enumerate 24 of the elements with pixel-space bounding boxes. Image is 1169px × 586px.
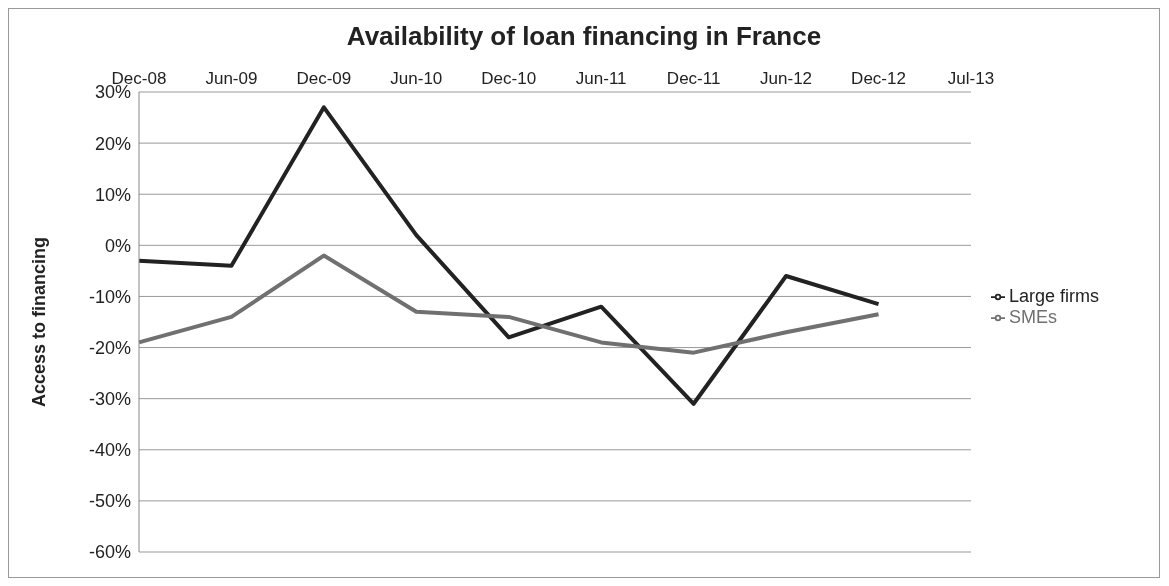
y-tick-label: 0% — [104, 235, 131, 256]
legend-label: Large firms — [1008, 286, 1099, 306]
x-tick-label: Dec-11 — [666, 69, 721, 88]
y-tick-label: -40% — [88, 440, 131, 461]
y-tick-label: -10% — [88, 286, 131, 307]
line-series — [137, 105, 881, 406]
y-tick-label: 10% — [94, 184, 131, 205]
x-tick-label: Jun-09 — [205, 69, 258, 88]
x-tick-label: Dec-12 — [851, 69, 906, 88]
line-series — [137, 253, 881, 355]
y-tick-label: -50% — [88, 491, 131, 512]
y-tick-label: 20% — [94, 133, 131, 154]
y-tick-label: -30% — [88, 389, 131, 410]
x-tick-label: Dec-10 — [481, 69, 537, 88]
x-tick-label: Jun-12 — [760, 69, 813, 88]
x-tick-label: Jun-11 — [575, 69, 627, 88]
y-tick-label: -60% — [88, 542, 131, 563]
chart-title: Availability of loan financing in France — [345, 21, 823, 52]
y-tick-label: -20% — [88, 337, 131, 358]
x-tick-label: Dec-09 — [296, 69, 352, 88]
x-tick-label: Jul-13 — [947, 69, 995, 88]
y-axis-title: Access to financing — [29, 236, 50, 408]
legend-label: SMEs — [1008, 307, 1057, 327]
x-tick-label: Jun-10 — [390, 69, 443, 88]
